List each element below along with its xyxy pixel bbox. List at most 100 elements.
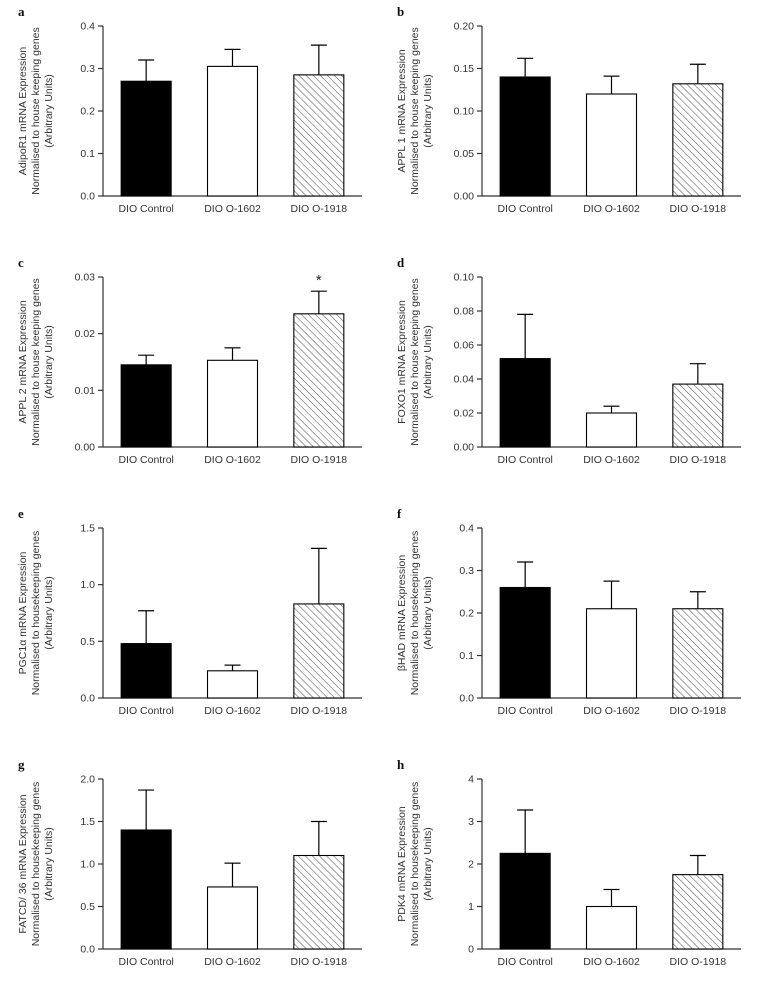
y-tick-label: 0.06 xyxy=(454,340,475,352)
y-tick-label: 0.02 xyxy=(454,408,475,420)
significance-asterisk: * xyxy=(316,272,322,289)
bar-black xyxy=(120,364,172,448)
y-tick-label: 1.5 xyxy=(80,523,95,535)
x-category-label: DIO Control xyxy=(497,956,552,968)
panel-letter-e: e xyxy=(18,506,24,521)
bar-white xyxy=(206,359,259,448)
y-tick-label: 0.08 xyxy=(454,306,475,318)
bar-hatched xyxy=(293,854,345,950)
y-tick-label: 1.5 xyxy=(80,816,95,828)
bar-black xyxy=(120,80,172,197)
y-axis-label-line: FOXO1 mRNA Expression xyxy=(396,300,408,424)
y-axis-label-line: βHAD mRNA Expression xyxy=(396,555,408,671)
bar-black xyxy=(499,852,551,950)
x-category-label: DIO O-1602 xyxy=(583,956,640,968)
y-axis-label-line: PGC1α mRNA Expression xyxy=(17,551,29,674)
y-tick-label: 2 xyxy=(468,859,474,871)
bar-white xyxy=(585,93,638,197)
y-axis-label-line: (Arbitrary Units) xyxy=(43,576,55,650)
y-tick-label: 0.0 xyxy=(80,191,95,203)
x-category-label: DIO Control xyxy=(497,705,552,717)
y-tick-label: 0.05 xyxy=(454,148,475,160)
x-category-label: DIO Control xyxy=(497,203,552,215)
y-tick-label: 0.00 xyxy=(454,442,475,454)
panel-letter-g: g xyxy=(18,757,25,772)
bar-black xyxy=(499,586,551,699)
panel-f: f βHAD mRNA Expression Normalised to house… xyxy=(379,502,758,753)
panel-e: e PGC1α mRNA Expression Normalised to hous… xyxy=(0,502,379,753)
y-tick-label: 0.15 xyxy=(454,63,475,75)
panel-letter-f: f xyxy=(397,506,402,521)
y-tick-label: 0.3 xyxy=(80,63,95,75)
y-tick-label: 0.2 xyxy=(80,106,95,118)
bar-hatched xyxy=(293,313,345,448)
y-axis-label-line: (Arbitrary Units) xyxy=(43,827,55,901)
chart-h: h PDK4 mRNA Expression Normalised to house… xyxy=(396,757,741,968)
x-category-label: DIO Control xyxy=(118,203,173,215)
chart-f: f βHAD mRNA Expression Normalised to house… xyxy=(396,506,741,717)
y-axis-label-line: PDK4 mRNA Expression xyxy=(396,806,408,922)
bar-hatched xyxy=(293,603,345,699)
y-tick-label: 0.01 xyxy=(75,385,96,397)
panel-d: d FOXO1 mRNA Expression Normalised to hous… xyxy=(379,251,758,502)
panel-letter-b: b xyxy=(397,4,404,19)
y-axis-label-line: (Arbitrary Units) xyxy=(43,74,55,148)
x-category-label: DIO O-1918 xyxy=(291,956,348,968)
y-tick-label: 0.0 xyxy=(459,693,474,705)
x-category-label: DIO O-1918 xyxy=(670,454,727,466)
y-tick-label: 0.1 xyxy=(80,148,95,160)
bar-hatched xyxy=(672,608,724,699)
bar-white xyxy=(206,670,259,699)
bar-white xyxy=(206,886,259,950)
chart-g: g FATCD/ 36 mRNA Expression Normalised to … xyxy=(17,757,362,968)
x-category-label: DIO Control xyxy=(118,705,173,717)
y-tick-label: 0.1 xyxy=(459,650,474,662)
y-tick-label: 0.00 xyxy=(75,442,96,454)
y-tick-label: 0.00 xyxy=(454,191,475,203)
x-category-label: DIO Control xyxy=(118,956,173,968)
y-tick-label: 0.0 xyxy=(80,693,95,705)
bar-white xyxy=(585,905,638,950)
x-category-label: DIO O-1602 xyxy=(583,705,640,717)
y-tick-label: 0.10 xyxy=(454,272,475,284)
panel-g: g FATCD/ 36 mRNA Expression Normalised to … xyxy=(0,753,379,1004)
y-tick-label: 3 xyxy=(468,816,474,828)
y-tick-label: 0 xyxy=(468,944,474,956)
y-axis-label-line: Normalised to house keeping genes xyxy=(30,278,42,446)
y-tick-label: 1.0 xyxy=(80,579,95,591)
y-tick-label: 4 xyxy=(468,774,474,786)
bar-hatched xyxy=(672,83,724,197)
x-category-label: DIO O-1602 xyxy=(583,203,640,215)
bar-white xyxy=(585,412,638,448)
panel-letter-c: c xyxy=(18,255,24,270)
y-tick-label: 0.4 xyxy=(459,523,474,535)
bar-white xyxy=(585,608,638,699)
y-axis-label-line: APPL 1 mRNA Expression xyxy=(396,49,408,172)
y-tick-label: 0.02 xyxy=(75,328,96,340)
y-tick-label: 1.0 xyxy=(80,859,95,871)
x-category-label: DIO O-1918 xyxy=(670,956,727,968)
y-axis-label-line: Normalised to housekeeping genes xyxy=(409,782,421,947)
y-axis-label-line: (Arbitrary Units) xyxy=(422,325,434,399)
panel-a: a AdipoR1 mRNA Expression Normalised to ho… xyxy=(0,0,379,251)
y-axis-label-line: FATCD/ 36 mRNA Expression xyxy=(17,794,29,933)
x-category-label: DIO O-1918 xyxy=(670,705,727,717)
y-axis-label-line: AdipoR1 mRNA Expression xyxy=(17,47,29,176)
y-tick-label: 2.0 xyxy=(80,774,95,786)
y-tick-label: 0.20 xyxy=(454,21,475,33)
chart-d: d FOXO1 mRNA Expression Normalised to hous… xyxy=(396,255,741,466)
y-tick-label: 0.2 xyxy=(459,608,474,620)
panel-b: b APPL 1 mRNA Expression Normalised to hou… xyxy=(379,0,758,251)
bar-hatched xyxy=(672,383,724,448)
bar-black xyxy=(120,643,172,699)
bar-black xyxy=(120,829,172,950)
panel-h: h PDK4 mRNA Expression Normalised to house… xyxy=(379,753,758,1004)
y-axis-label-line: Normalised to house keeping genes xyxy=(409,27,421,195)
panel-letter-h: h xyxy=(397,757,405,772)
x-category-label: DIO O-1602 xyxy=(204,454,261,466)
x-category-label: DIO O-1602 xyxy=(583,454,640,466)
y-tick-label: 0.0 xyxy=(80,944,95,956)
panel-c: c APPL 2 mRNA Expression Normalised to hou… xyxy=(0,251,379,502)
x-category-label: DIO O-1918 xyxy=(670,203,727,215)
